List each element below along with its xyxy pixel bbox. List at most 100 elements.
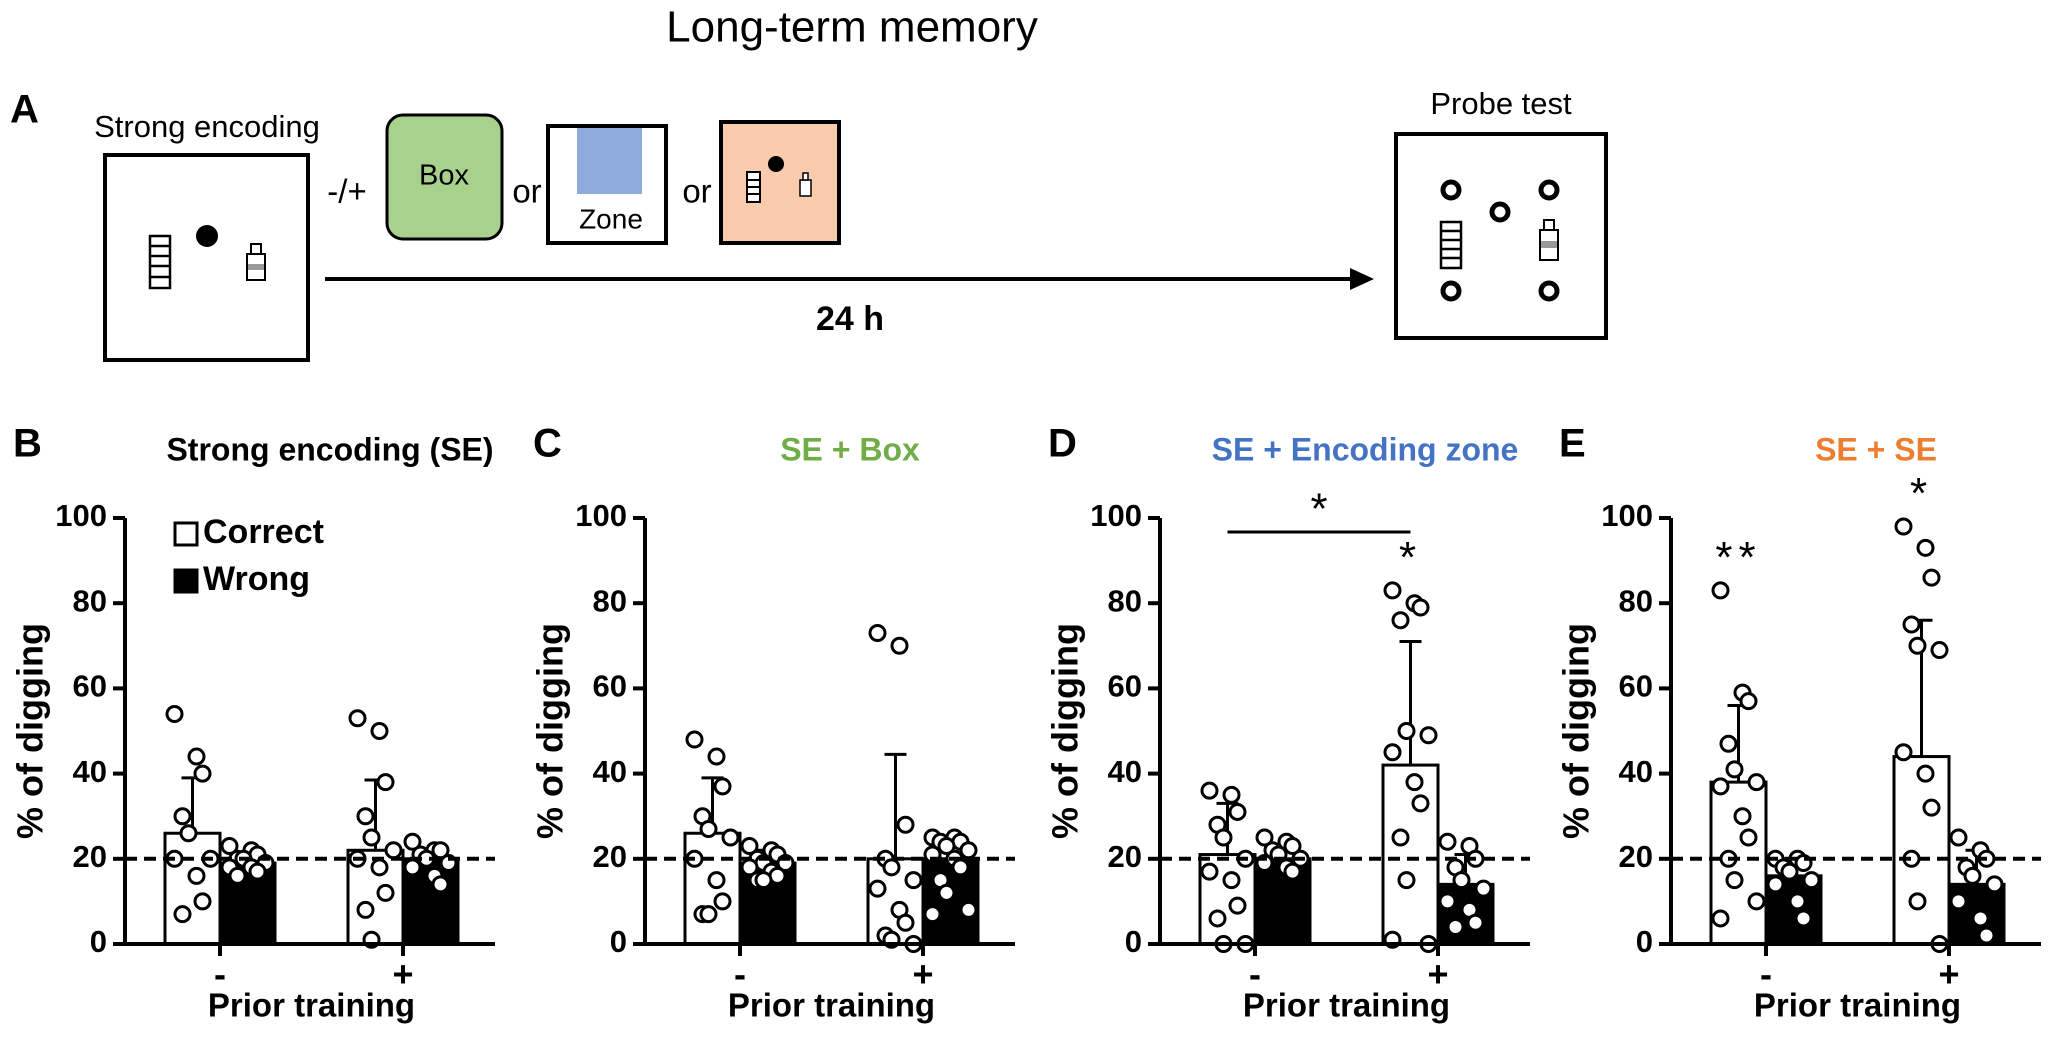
panel-title: SE + Encoding zone <box>1212 431 1519 467</box>
data-point <box>220 837 239 856</box>
panel-title: SE + SE <box>1815 431 1937 467</box>
data-point <box>923 905 942 924</box>
data-point <box>1283 862 1302 881</box>
data-point <box>1397 871 1416 890</box>
y-tick-label: 40 <box>73 754 107 789</box>
data-point <box>1383 581 1402 600</box>
panel-label: B <box>13 422 42 466</box>
data-point <box>384 841 403 860</box>
x-tick-label: + <box>1938 954 1959 995</box>
data-point <box>721 828 740 847</box>
y-tick-label: 100 <box>575 498 627 533</box>
data-point <box>1949 892 1968 911</box>
data-point <box>1397 722 1416 740</box>
significance-label: * <box>1399 533 1422 582</box>
data-point <box>1739 828 1758 847</box>
data-point <box>1747 892 1766 911</box>
y-tick-label: 100 <box>55 498 107 533</box>
bar <box>163 831 222 946</box>
or-text: or <box>682 173 711 210</box>
data-point <box>356 807 375 826</box>
data-point <box>228 866 247 885</box>
data-point <box>1438 892 1457 911</box>
data-point <box>173 807 192 826</box>
data-point <box>165 704 184 723</box>
figure-title: Long-term memory <box>666 3 1038 52</box>
data-point <box>959 900 978 919</box>
data-point <box>707 871 726 890</box>
data-point <box>193 892 212 911</box>
or-text: or <box>512 173 541 210</box>
data-point <box>370 722 389 740</box>
panel-label: E <box>1559 422 1586 466</box>
data-point <box>348 709 367 728</box>
data-point <box>1725 871 1744 890</box>
panel-a: A Strong encoding -/+ Box or Zone or 24 … <box>10 86 1608 362</box>
bottle-icon <box>1539 219 1559 261</box>
x-axis-label: Prior training <box>1754 987 1961 1024</box>
data-point <box>1794 909 1813 928</box>
y-tick-label: 40 <box>593 754 627 789</box>
data-point <box>1711 581 1730 600</box>
data-point <box>362 828 381 847</box>
data-point <box>1739 692 1758 711</box>
data-point <box>1733 807 1752 826</box>
y-tick-label: 40 <box>1108 754 1142 789</box>
data-point <box>187 866 206 885</box>
panel-label: A <box>10 88 39 132</box>
legend-swatch <box>173 568 199 594</box>
data-point <box>868 624 887 643</box>
data-point <box>1200 781 1219 800</box>
data-point <box>959 841 978 860</box>
data-point <box>403 858 422 877</box>
y-tick-label: 80 <box>1108 583 1142 618</box>
probe-wells <box>1440 179 1560 302</box>
data-point <box>1466 913 1485 932</box>
data-point <box>1971 909 1990 928</box>
data-point <box>1949 828 1968 847</box>
bottle-icon <box>799 172 812 197</box>
y-tick-label: 40 <box>1619 754 1653 789</box>
data-point <box>1391 611 1410 630</box>
data-point <box>187 747 206 766</box>
data-point <box>1200 862 1219 881</box>
data-point <box>1922 798 1941 817</box>
delay-label: 24 h <box>816 300 884 338</box>
y-tick-label: 80 <box>73 583 107 618</box>
x-axis-label: Prior training <box>1243 987 1450 1024</box>
ball-icon <box>196 225 218 247</box>
x-tick-label: - <box>1760 954 1772 995</box>
data-point <box>1446 917 1465 936</box>
data-point <box>699 905 718 924</box>
data-point <box>1438 832 1457 851</box>
data-point <box>1963 866 1982 885</box>
condition-sign: -/+ <box>327 173 366 210</box>
data-point <box>1985 875 2004 894</box>
data-point <box>1222 871 1241 890</box>
bottle-icon <box>246 243 266 281</box>
encoding-label: Strong encoding <box>94 109 320 144</box>
y-tick-label: 20 <box>73 839 107 874</box>
data-point <box>1908 636 1927 655</box>
data-point <box>1228 896 1247 915</box>
x-tick-label: + <box>1427 954 1448 995</box>
data-point <box>937 837 956 856</box>
y-tick-label: 60 <box>1108 669 1142 704</box>
data-point <box>179 824 198 843</box>
x-tick-label: + <box>912 954 933 995</box>
ladder-icon <box>1439 220 1463 270</box>
data-point <box>376 883 395 902</box>
y-tick-label: 80 <box>1619 583 1653 618</box>
data-point <box>376 773 395 792</box>
data-point <box>1411 598 1430 617</box>
x-tick-label: + <box>392 954 413 995</box>
x-axis-label: Prior training <box>208 987 415 1024</box>
data-point <box>1894 743 1913 762</box>
data-point <box>713 892 732 911</box>
box-label: Box <box>419 160 469 192</box>
data-point <box>740 837 759 856</box>
panel-label: D <box>1048 422 1077 466</box>
arena <box>103 153 310 362</box>
data-point <box>1747 773 1766 792</box>
